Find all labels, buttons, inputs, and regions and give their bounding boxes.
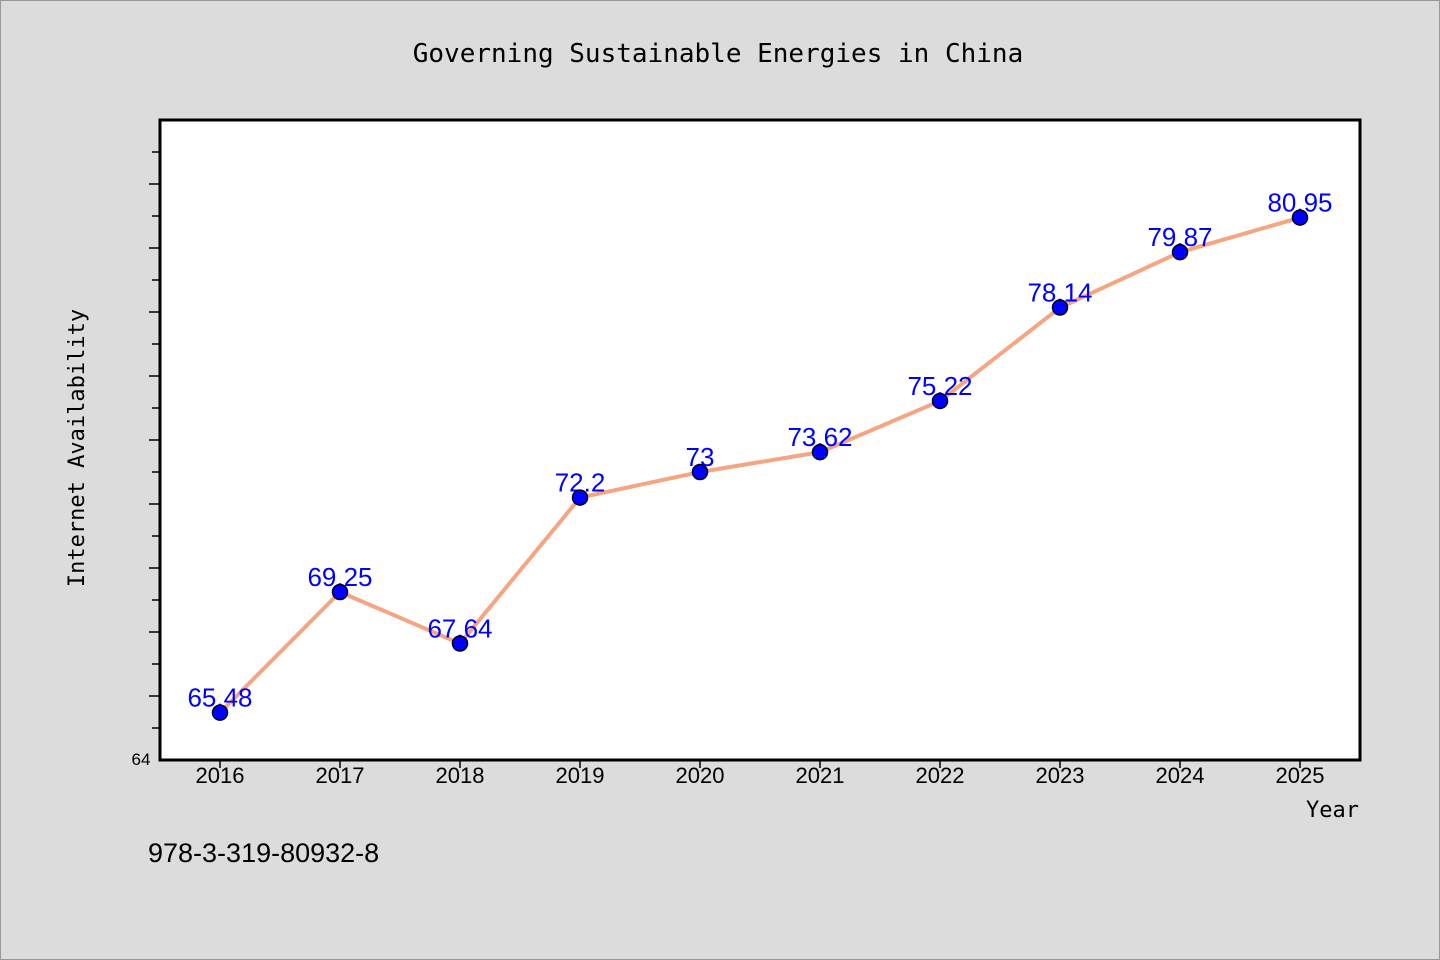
x-tick-label-2016: 2016 [196, 763, 245, 788]
data-point-2018 [451, 635, 469, 652]
plot-area [160, 120, 1360, 760]
data-point-2025 [1291, 209, 1309, 226]
plot-frame [158, 118, 1362, 762]
data-point-2016 [211, 704, 229, 721]
chart-title: Governing Sustainable Energies in China [413, 39, 1023, 69]
y-axis-title: Internet Availability [65, 309, 90, 587]
series-marker-layer [211, 209, 1309, 721]
x-axis-title: Year [1306, 798, 1359, 823]
x-tick-label-2017: 2017 [316, 763, 365, 788]
x-tick-label-2024: 2024 [1156, 763, 1205, 788]
x-tick-label-2022: 2022 [916, 763, 965, 788]
isbn-text: 978-3-319-80932-8 [148, 838, 379, 868]
data-point-2019 [571, 489, 589, 506]
data-point-2020 [691, 463, 709, 481]
series-line [218, 215, 1301, 715]
x-tick-label-2019: 2019 [556, 763, 605, 788]
data-point-2024 [1171, 243, 1189, 261]
x-axis-ticks: 2016 2017 2018 2019 2020 2021 2022 2023 2024 2025 [196, 760, 1325, 788]
series-line-layer [218, 215, 1301, 715]
x-tick-label-2020: 2020 [676, 763, 725, 788]
data-point-2021 [811, 443, 829, 461]
x-tick-label-2023: 2023 [1036, 763, 1085, 788]
x-tick-label-2018: 2018 [436, 763, 485, 788]
data-point-2022 [931, 392, 949, 410]
x-tick-label-2021: 2021 [796, 763, 845, 788]
x-tick-label-2025: 2025 [1276, 763, 1325, 788]
data-point-2023 [1051, 299, 1069, 316]
data-point-2017 [331, 583, 349, 601]
y-tick-label-min: 64 [132, 750, 151, 769]
